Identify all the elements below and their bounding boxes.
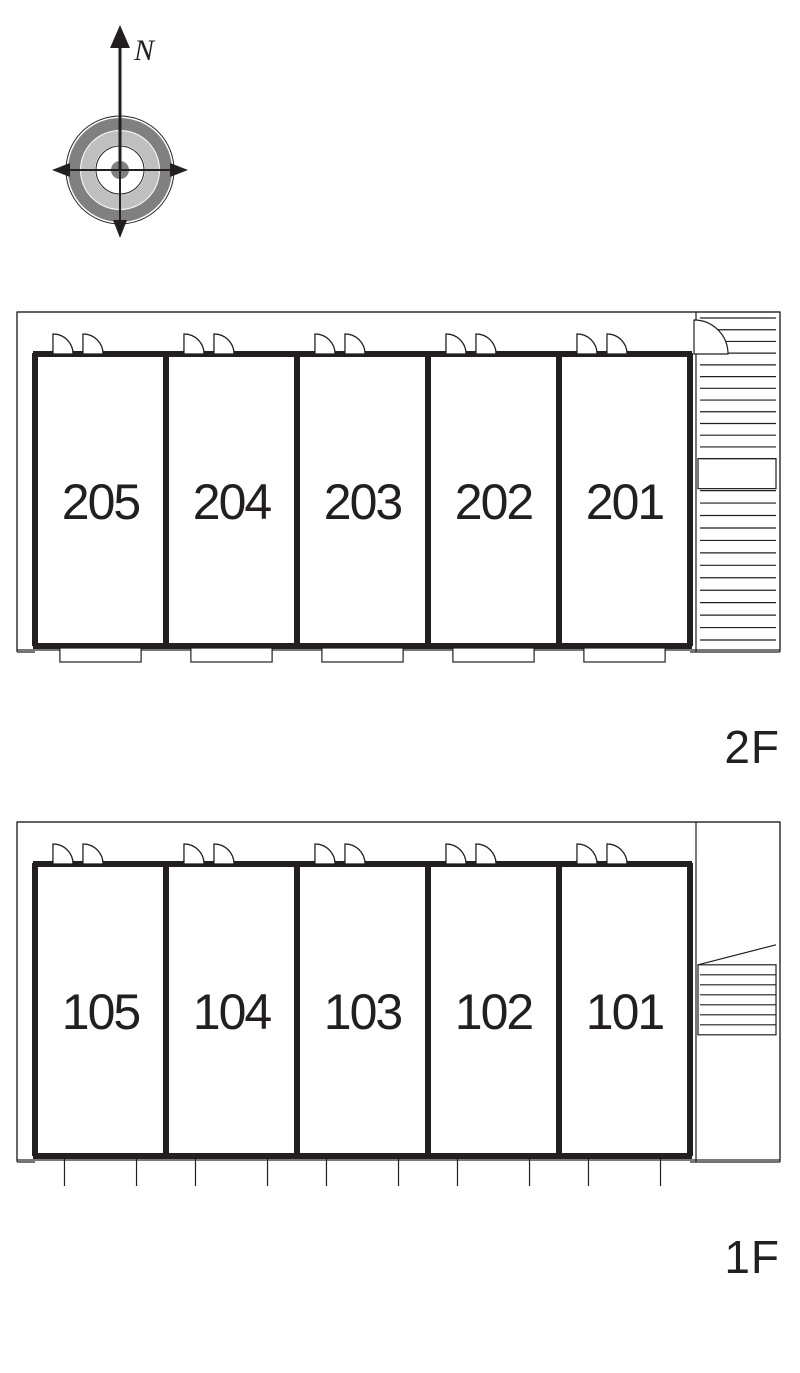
compass: N: [40, 20, 200, 250]
floor-label: 2F: [724, 720, 780, 774]
unit-label: 105: [62, 984, 140, 1040]
unit-label: 102: [455, 984, 533, 1040]
unit-label: 205: [62, 474, 140, 530]
unit-label: 103: [324, 984, 402, 1040]
floor-plan-1F: 105 104 103 102 101: [10, 820, 790, 1209]
floor-plan-2F: 205 204 203 202 201: [10, 310, 790, 699]
floor-label: 1F: [724, 1230, 780, 1284]
unit-label: 201: [586, 474, 664, 530]
unit-label: 203: [324, 474, 402, 530]
unit-label: 204: [193, 474, 272, 530]
compass-n-label: N: [133, 34, 156, 67]
unit-label: 202: [455, 474, 533, 530]
unit-label: 101: [586, 984, 664, 1040]
unit-label: 104: [193, 984, 272, 1040]
